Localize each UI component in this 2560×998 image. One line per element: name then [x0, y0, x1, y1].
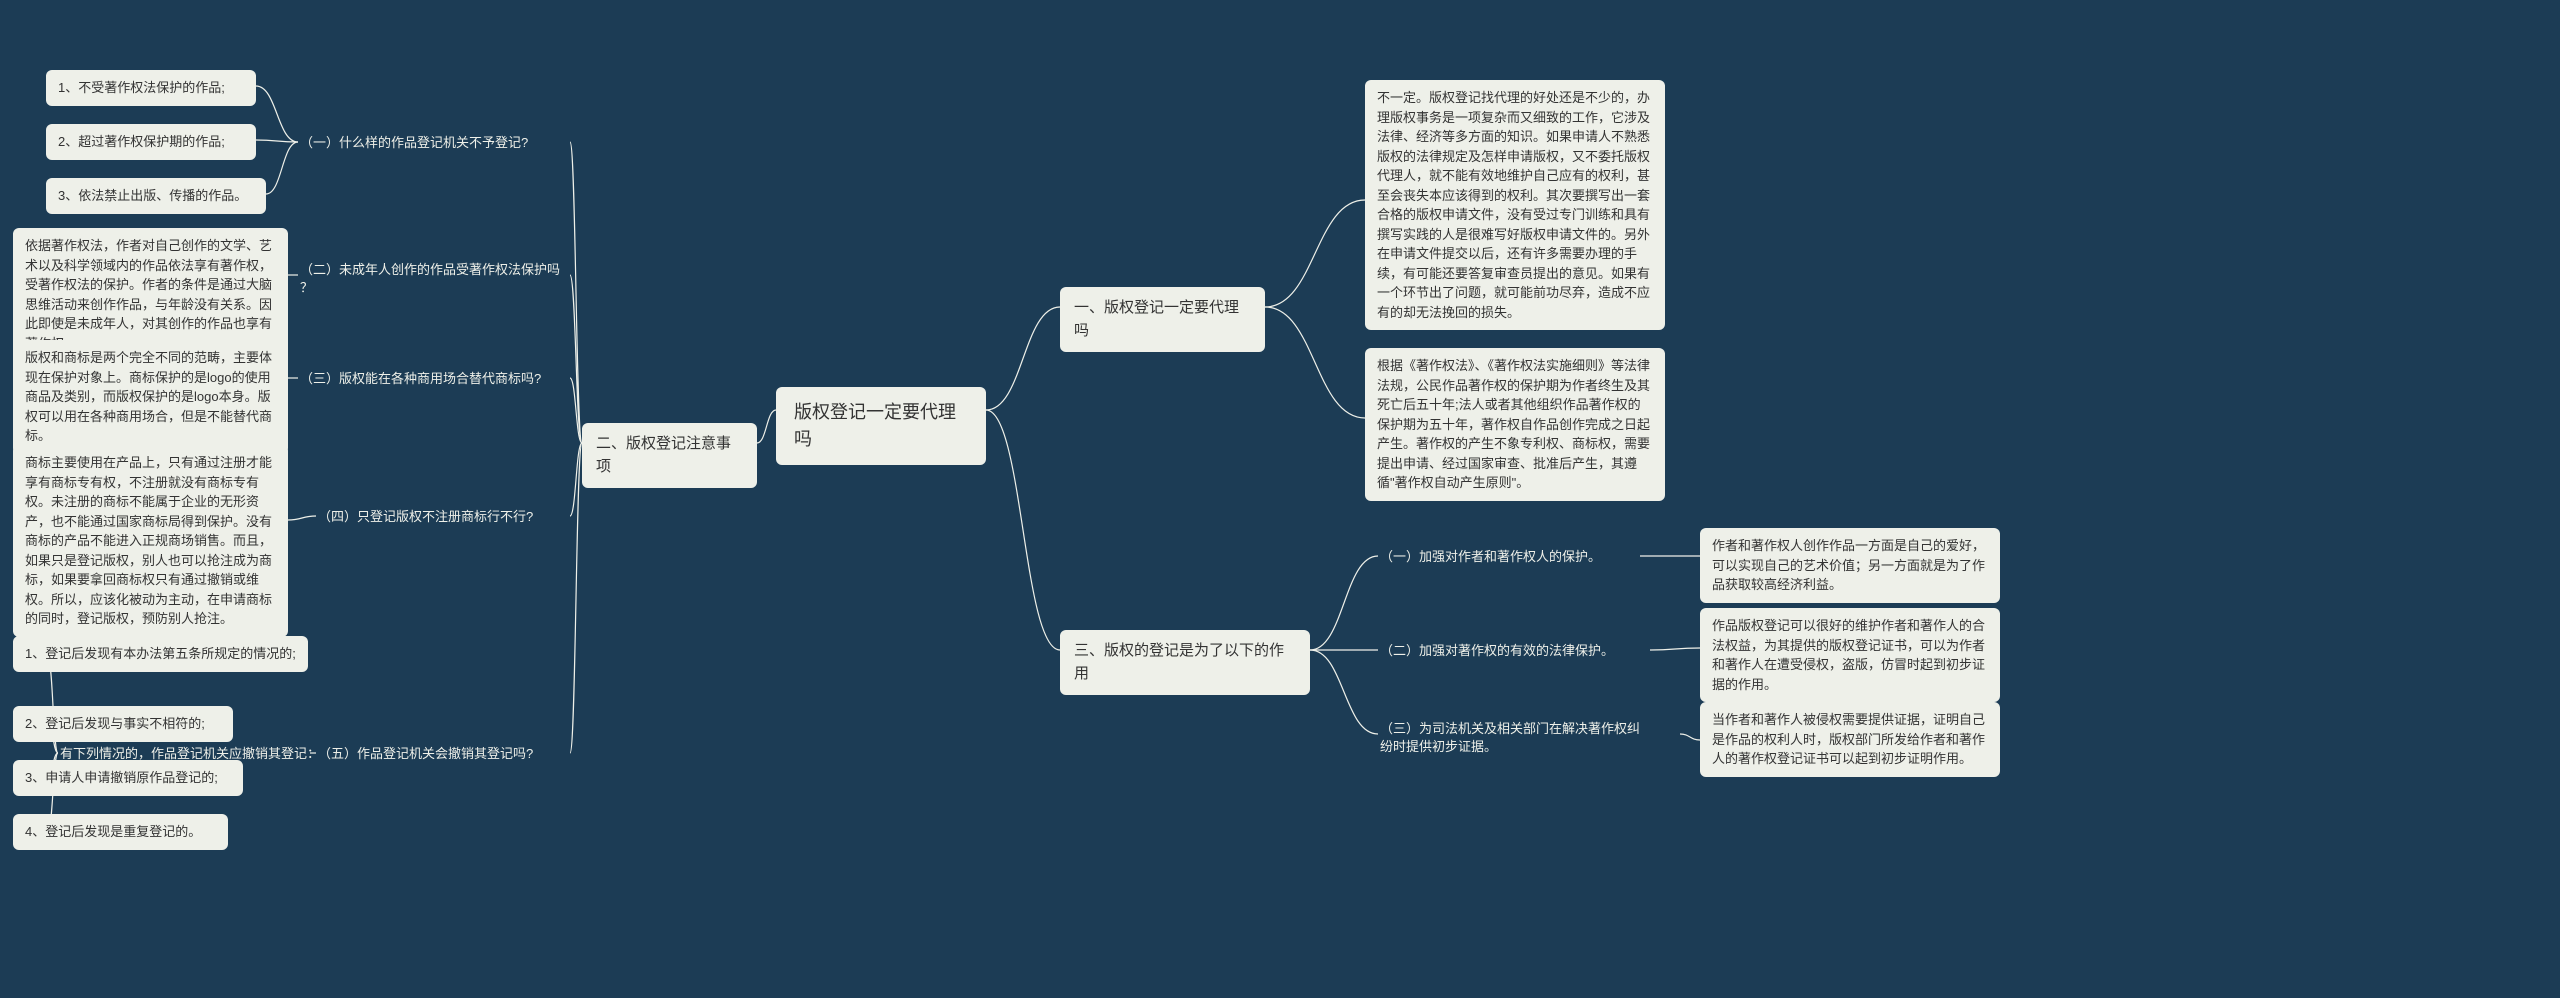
- b2-q4-leaf: 商标主要使用在产品上，只有通过注册才能享有商标专有权，不注册就没有商标专有权。未…: [13, 445, 288, 637]
- b2-q3-label: （三）版权能在各种商用场合替代商标吗?: [300, 370, 541, 388]
- b3-leaf-a: 作者和著作权人创作作品一方面是自己的爱好，可以实现自己的艺术价值；另一方面就是为…: [1700, 528, 2000, 603]
- b2-q1-leaf-3: 3、依法禁止出版、传播的作品。: [46, 178, 266, 214]
- b2-q5-leaf-3: 3、申请人申请撤销原作品登记的;: [13, 760, 243, 796]
- b3-leaf-b: 作品版权登记可以很好的维护作者和著作人的合法权益，为其提供的版权登记证书，可以为…: [1700, 608, 2000, 702]
- b1-leaf-a: 不一定。版权登记找代理的好处还是不少的，办理版权事务是一项复杂而又细致的工作，它…: [1365, 80, 1665, 330]
- b2-q5-label: （五）作品登记机关会撤销其登记吗?: [318, 745, 533, 763]
- b2-q2-label: （二）未成年人创作的作品受著作权法保护吗 ？: [300, 261, 580, 297]
- branch-3: 三、版权的登记是为了以下的作用: [1060, 630, 1310, 695]
- b2-q4-label: （四）只登记版权不注册商标行不行?: [318, 508, 533, 526]
- branch-2: 二、版权登记注意事项: [582, 423, 757, 488]
- b2-q1-leaf-2: 2、超过著作权保护期的作品;: [46, 124, 256, 160]
- b3-leaf-c: 当作者和著作人被侵权需要提供证据，证明自己是作品的权利人时，版权部门所发给作者和…: [1700, 702, 2000, 777]
- b2-q3-leaf: 版权和商标是两个完全不同的范畴，主要体现在保护对象上。商标保护的是logo的使用…: [13, 340, 288, 454]
- b2-q5-leaf-1: 1、登记后发现有本办法第五条所规定的情况的;: [13, 636, 308, 672]
- root-node: 版权登记一定要代理吗: [776, 387, 986, 465]
- b2-q1-label: （一）什么样的作品登记机关不予登记?: [300, 134, 528, 152]
- b3-label-a: （一）加强对作者和著作权人的保护。: [1380, 548, 1601, 566]
- b3-label-b: （二）加强对著作权的有效的法律保护。: [1380, 642, 1614, 660]
- b2-q1-leaf-1: 1、不受著作权法保护的作品;: [46, 70, 256, 106]
- branch-1: 一、版权登记一定要代理吗: [1060, 287, 1265, 352]
- b2-q5-leaf-2: 2、登记后发现与事实不相符的;: [13, 706, 233, 742]
- b2-q5-leaf-4: 4、登记后发现是重复登记的。: [13, 814, 228, 850]
- b3-label-c: （三）为司法机关及相关部门在解决著作权纠 纷时提供初步证据。: [1380, 720, 1680, 756]
- b1-leaf-b: 根据《著作权法》、《著作权法实施细则》等法律法规，公民作品著作权的保护期为作者终…: [1365, 348, 1665, 501]
